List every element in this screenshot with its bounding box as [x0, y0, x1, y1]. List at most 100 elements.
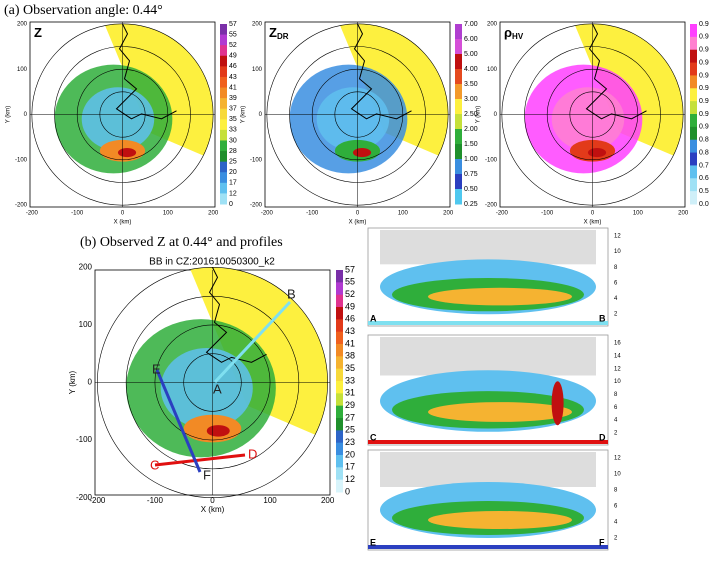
colorbar-label: 3.00 — [464, 96, 478, 103]
colorbar-label: 49 — [345, 301, 355, 311]
x-tick-label: -100 — [541, 211, 554, 217]
y-tick-label: 200 — [252, 21, 263, 27]
y-tick-label: -100 — [485, 157, 498, 163]
colorbar-segment — [336, 319, 343, 333]
colorbar-segment — [336, 442, 343, 456]
colorbar-label: 7.00 — [464, 21, 478, 28]
radar-image — [524, 23, 684, 174]
colorbar-segment — [455, 129, 462, 145]
colorbar-label: 3.50 — [464, 81, 478, 88]
colorbar-segment — [220, 34, 227, 46]
y-tick-label: 0 — [494, 112, 498, 118]
y-tick-label: -200 — [76, 493, 93, 502]
x-axis-label: X (km) — [114, 220, 132, 226]
colorbar-label: 20 — [345, 449, 355, 459]
colorbar-segment — [336, 393, 343, 407]
colorbar-label: 41 — [229, 84, 237, 91]
colorbar-label: 12 — [345, 474, 355, 484]
colorbar-label: 12 — [229, 190, 237, 197]
colorbar-label: 0.96 — [699, 59, 709, 66]
profile-y-tick: 10 — [614, 472, 621, 478]
colorbar-segment — [220, 66, 227, 78]
x-axis-label: X (km) — [201, 505, 225, 514]
echo-peak — [352, 148, 372, 158]
colorbar-label: 31 — [345, 388, 355, 398]
colorbar-label: 49 — [229, 53, 237, 60]
colorbar-label: 46 — [229, 63, 237, 70]
colorbar-label: 0.60 — [699, 175, 709, 182]
colorbar-segment — [690, 24, 697, 38]
panel-b-title: (b) Observed Z at 0.44° and profiles — [80, 235, 283, 250]
colorbar-segment — [336, 344, 343, 357]
colorbar-label: 46 — [345, 314, 355, 324]
colorbar-label: 27 — [345, 412, 355, 422]
section-line — [213, 300, 292, 384]
colorbar-segment — [455, 24, 462, 40]
colorbar-segment — [690, 62, 697, 76]
colorbar-segment — [690, 101, 697, 115]
colorbar-segment — [455, 159, 462, 175]
section-label: D — [248, 446, 257, 461]
colorbar-label: 39 — [229, 95, 237, 102]
section-line — [154, 453, 246, 467]
y-tick-label: 200 — [487, 21, 498, 27]
label-sub: HV — [512, 32, 524, 41]
colorbar-label: 1.00 — [464, 156, 478, 163]
profile-clutter — [380, 452, 596, 487]
radar-image — [289, 23, 449, 174]
colorbar-label: 37 — [229, 106, 237, 113]
x-tick-label: -200 — [26, 211, 39, 217]
colorbar-segment — [220, 182, 227, 194]
profile-start: E — [370, 537, 376, 547]
echo-inner — [316, 87, 390, 151]
y-axis-label: Y (km) — [476, 106, 482, 124]
x-tick-label: -100 — [147, 496, 164, 505]
colorbar-segment — [220, 140, 227, 152]
y-tick-label: 100 — [79, 320, 93, 329]
colorbar-segment — [455, 84, 462, 100]
colorbar-segment — [690, 114, 697, 128]
colorbar-segment — [690, 75, 697, 89]
profile-peak — [551, 381, 564, 426]
map-label: ρHV — [504, 25, 524, 41]
section-label: C — [150, 457, 159, 472]
colorbar-label: 29 — [345, 400, 355, 410]
coastline — [115, 23, 177, 120]
profile-y-tick: 8 — [614, 392, 618, 398]
x-tick-label: 100 — [263, 496, 277, 505]
section-label: F — [203, 467, 211, 482]
colorbar-segment — [690, 139, 697, 154]
profile-y-tick: 6 — [614, 405, 618, 411]
colorbar-label: 55 — [229, 31, 237, 38]
profile-end: D — [599, 432, 606, 442]
colorbar-label: 33 — [229, 127, 237, 134]
x-tick-label: 200 — [321, 496, 335, 505]
profile-y-tick: 2 — [614, 536, 618, 542]
colorbar-segment — [220, 87, 227, 99]
colorbar-segment — [455, 174, 462, 190]
colorbar-label: 23 — [345, 437, 355, 447]
profile-y-tick: 8 — [614, 488, 618, 494]
colorbar-label: 0.70 — [699, 162, 709, 169]
colorbar-segment — [336, 455, 343, 468]
colorbar-label: 2.50 — [464, 111, 478, 118]
radar-image — [54, 23, 214, 174]
colorbar-label: 43 — [345, 326, 355, 336]
profile-echo — [428, 402, 572, 422]
echo-inner — [551, 87, 625, 151]
colorbar-segment — [690, 36, 697, 51]
y-tick-label: -100 — [250, 157, 263, 163]
colorbar-segment — [220, 172, 227, 184]
y-axis-label: Y (km) — [241, 106, 247, 124]
colorbar-label: 25 — [229, 158, 237, 165]
x-tick-label: -200 — [496, 211, 509, 217]
section-label: B — [287, 286, 296, 301]
map-label: ZDR — [269, 25, 289, 41]
x-tick-label: 100 — [398, 211, 409, 217]
y-tick-label: 0 — [88, 378, 93, 387]
colorbar-label: 0.85 — [699, 137, 709, 144]
y-axis-label: Y (km) — [6, 106, 12, 124]
y-tick-label: 100 — [17, 67, 28, 73]
